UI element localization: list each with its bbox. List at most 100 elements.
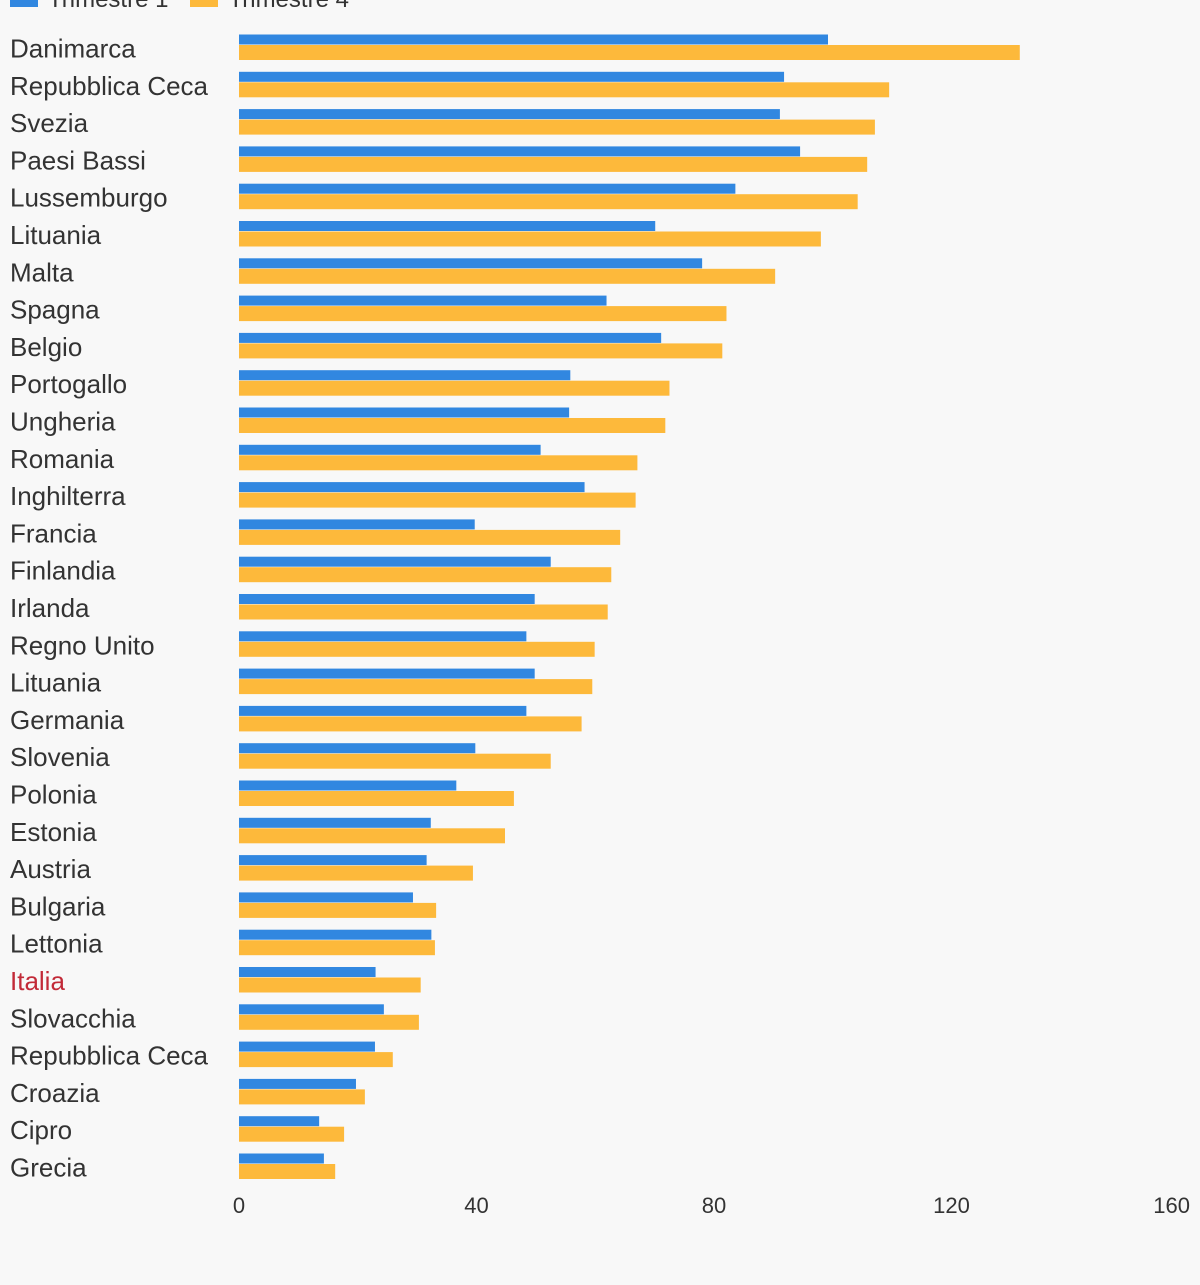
- bar-trimestre-4[interactable]: [239, 268, 776, 284]
- category-label: Lussemburgo: [10, 183, 168, 213]
- bar-trimestre-1[interactable]: [239, 1041, 375, 1052]
- bar-trimestre-4[interactable]: [239, 1014, 419, 1030]
- bar-trimestre-1[interactable]: [239, 407, 570, 418]
- bar-trimestre-4[interactable]: [239, 902, 437, 918]
- x-tick-label: 120: [933, 1193, 970, 1218]
- bar-trimestre-1[interactable]: [239, 892, 413, 903]
- bar-trimestre-4[interactable]: [239, 306, 727, 322]
- bar-trimestre-4[interactable]: [239, 679, 593, 695]
- category-label: Belgio: [10, 332, 82, 362]
- bar-trimestre-4[interactable]: [239, 865, 473, 881]
- legend-swatch-series-1: [10, 0, 38, 7]
- bar-trimestre-4[interactable]: [239, 1089, 365, 1105]
- bar-trimestre-4[interactable]: [239, 455, 638, 471]
- x-tick-label: 40: [464, 1193, 488, 1218]
- category-label: Lituania: [10, 668, 102, 698]
- bar-trimestre-1[interactable]: [239, 594, 535, 604]
- category-label: Svezia: [10, 108, 89, 138]
- bar-trimestre-1[interactable]: [239, 705, 527, 716]
- bar-trimestre-4[interactable]: [239, 492, 636, 508]
- bar-trimestre-1[interactable]: [239, 444, 541, 455]
- bar-trimestre-1[interactable]: [239, 556, 551, 567]
- legend: Trimestre 1 Trimestre 4: [10, 0, 349, 14]
- legend-item-series-2[interactable]: Trimestre 4: [190, 0, 349, 14]
- bar-trimestre-1[interactable]: [239, 668, 535, 679]
- legend-label-series-1: Trimestre 1: [48, 0, 168, 14]
- bar-trimestre-4[interactable]: [239, 231, 821, 247]
- category-label: Estonia: [10, 817, 97, 847]
- bar-trimestre-4[interactable]: [239, 529, 621, 545]
- bar-trimestre-1[interactable]: [239, 817, 431, 828]
- category-label: Cipro: [10, 1115, 72, 1145]
- bar-trimestre-1[interactable]: [239, 221, 656, 231]
- bar-trimestre-1[interactable]: [239, 183, 736, 194]
- bar-trimestre-4[interactable]: [239, 791, 514, 806]
- legend-label-series-2: Trimestre 4: [228, 0, 348, 14]
- bar-trimestre-4[interactable]: [239, 977, 421, 993]
- category-label: Paesi Bassi: [10, 145, 146, 175]
- bar-trimestre-4[interactable]: [239, 828, 505, 844]
- bar-trimestre-1[interactable]: [239, 34, 828, 45]
- x-tick-label: 160: [1153, 1193, 1190, 1218]
- category-label: Irlanda: [10, 593, 90, 623]
- category-label: Danimarca: [10, 34, 136, 64]
- bar-trimestre-4[interactable]: [239, 567, 612, 583]
- bar-trimestre-1[interactable]: [239, 482, 585, 493]
- bar-trimestre-4[interactable]: [239, 343, 723, 359]
- category-label: Francia: [10, 518, 97, 548]
- bar-trimestre-1[interactable]: [239, 1004, 384, 1015]
- bar-trimestre-4[interactable]: [239, 82, 890, 98]
- category-label: Croazia: [10, 1078, 100, 1108]
- bar-trimestre-1[interactable]: [239, 780, 457, 791]
- bar-trimestre-1[interactable]: [239, 929, 432, 940]
- category-label: Ungheria: [10, 407, 116, 437]
- bar-trimestre-4[interactable]: [239, 641, 595, 657]
- category-label: Austria: [10, 854, 91, 884]
- bar-trimestre-1[interactable]: [239, 109, 780, 120]
- bar-trimestre-1[interactable]: [239, 855, 427, 866]
- x-tick-label: 0: [233, 1193, 245, 1218]
- bar-trimestre-1[interactable]: [239, 519, 475, 530]
- category-label: Finlandia: [10, 556, 116, 586]
- bar-trimestre-4[interactable]: [239, 156, 868, 172]
- bar-trimestre-1[interactable]: [239, 1078, 356, 1089]
- category-label: Malta: [10, 257, 74, 287]
- bar-trimestre-1[interactable]: [239, 1116, 320, 1127]
- category-label: Grecia: [10, 1153, 87, 1183]
- bar-trimestre-4[interactable]: [239, 380, 670, 396]
- bar-trimestre-4[interactable]: [239, 119, 875, 135]
- bar-trimestre-4[interactable]: [239, 940, 435, 956]
- legend-swatch-series-2: [190, 0, 219, 7]
- category-label: Romania: [10, 444, 115, 474]
- bar-trimestre-1[interactable]: [239, 743, 476, 754]
- category-label: Polonia: [10, 780, 97, 810]
- bar-trimestre-1[interactable]: [239, 295, 607, 306]
- legend-item-series-1[interactable]: Trimestre 1: [10, 0, 168, 14]
- bar-trimestre-4[interactable]: [239, 418, 666, 433]
- bar-trimestre-4[interactable]: [239, 45, 1020, 60]
- bar-trimestre-4[interactable]: [239, 716, 582, 732]
- bar-trimestre-1[interactable]: [239, 332, 662, 343]
- bar-trimestre-1[interactable]: [239, 631, 527, 642]
- bar-trimestre-4[interactable]: [239, 1164, 336, 1179]
- bar-trimestre-1[interactable]: [239, 967, 376, 977]
- category-label: Slovacchia: [10, 1003, 136, 1033]
- bar-trimestre-4[interactable]: [239, 604, 608, 620]
- category-label: Spagna: [10, 295, 100, 325]
- bar-trimestre-1[interactable]: [239, 258, 703, 269]
- bar-trimestre-4[interactable]: [239, 1126, 345, 1142]
- bar-trimestre-1[interactable]: [239, 370, 571, 381]
- bar-trimestre-1[interactable]: [239, 146, 801, 157]
- category-label: Regno Unito: [10, 630, 155, 660]
- bar-trimestre-1[interactable]: [239, 71, 785, 82]
- bar-trimestre-1[interactable]: [239, 1153, 324, 1164]
- category-label: Slovenia: [10, 742, 110, 772]
- category-label: Italia: [10, 966, 65, 996]
- bar-trimestre-4[interactable]: [239, 753, 551, 769]
- bar-trimestre-4[interactable]: [239, 194, 858, 210]
- bar-trimestre-4[interactable]: [239, 1052, 393, 1068]
- category-label: Bulgaria: [10, 891, 106, 921]
- category-label: Repubblica Ceca: [10, 71, 209, 101]
